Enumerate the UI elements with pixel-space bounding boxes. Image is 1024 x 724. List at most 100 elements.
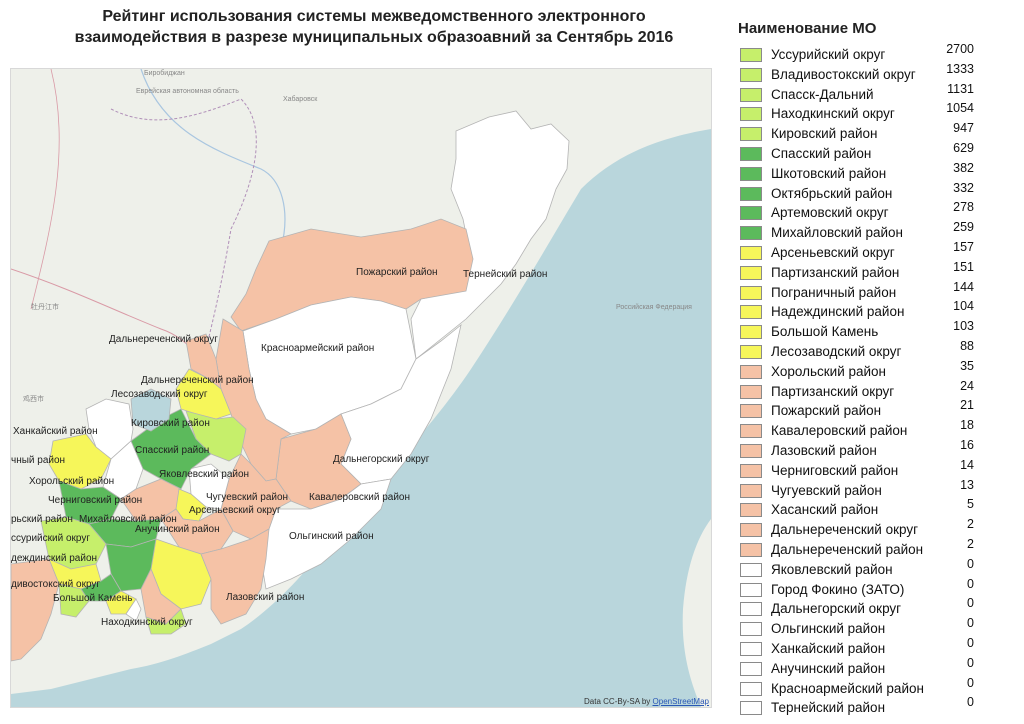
label-lazovsky: Лазовский район [226,592,304,603]
legend-item[interactable]: Ольгинский район 0 [738,616,1018,640]
legend-item[interactable]: Михайловский район 259 [738,220,1018,244]
map-svg[interactable]: Биробиджан Еврейская автономная область … [11,69,711,707]
legend-item-name: Октябрьский район [771,185,893,201]
background-river [140,69,286,250]
label-chuguevsky: Чугуевский район [206,492,288,503]
legend-item-value: 0 [967,635,974,650]
region-khasansky[interactable] [11,558,60,662]
legend-item[interactable]: Тернейский район 0 [738,695,1018,719]
legend-item[interactable]: Октябрьский район 332 [738,181,1018,205]
legend-item-name: Лазовский район [771,442,877,458]
region-pogranichny[interactable] [48,433,112,490]
legend-swatch [740,48,762,62]
legend-swatch [740,622,762,637]
region-nakhodkinsky[interactable] [145,608,187,635]
legend-item[interactable]: Пожарский район 21 [738,398,1018,422]
legend-item-value: 21 [960,398,974,413]
legend-item[interactable]: Чугуевский район 13 [738,478,1018,502]
legend-swatch [740,127,762,142]
region-lazovsky[interactable] [200,528,270,625]
region-fokino[interactable] [125,598,142,622]
legend-swatch [740,503,762,518]
legend-item[interactable]: Пограничный район 144 [738,280,1018,304]
legend-item-name: Пограничный район [771,284,897,300]
region-vladivostoksky[interactable] [58,583,90,618]
label-krasnoarmeysky: Красноармейский район [261,343,374,354]
label-arsenyevsky: Арсеньевский округ [189,505,281,516]
legend-item[interactable]: Дальнереченский округ 2 [738,517,1018,541]
label-mikhaylovsky: Михайловский район [79,514,177,525]
legend-item-name: Спасский район [771,145,872,161]
legend-item[interactable]: Находкинский округ 1054 [738,101,1018,125]
legend-item-name: Михайловский район [771,225,904,241]
legend-item[interactable]: Дальнегорский округ 0 [738,596,1018,620]
legend-item[interactable]: Спасский район 629 [738,141,1018,165]
legend-item[interactable]: Хорольский район 35 [738,359,1018,383]
legend-item-name: Хасанский район [771,502,879,518]
choropleth-map[interactable]: Биробиджан Еврейская автономная область … [10,68,712,708]
legend-item-name: Красноармейский район [771,680,924,696]
legend-item[interactable]: Лазовский район 16 [738,438,1018,462]
legend-item[interactable]: Дальнереченский район 2 [738,537,1018,561]
legend-swatch [740,384,762,399]
legend-item[interactable]: Артемовский округ 278 [738,200,1018,224]
legend-item-name: Артемовский округ [771,205,889,221]
legend-item-name: Дальнереченский округ [771,522,919,538]
legend-item[interactable]: Владивостокский округ 1333 [738,62,1018,86]
legend-item[interactable]: Партизанский район 151 [738,260,1018,284]
legend-item[interactable]: Яковлевский район 0 [738,557,1018,581]
legend-item[interactable]: Черниговский район 14 [738,458,1018,482]
legend-item[interactable]: Ханкайский район 0 [738,636,1018,660]
legend-swatch [740,285,762,300]
title-line-2: взаимодействия в разрезе муниципальных о… [74,29,674,46]
legend-swatch [740,661,762,676]
label-chernigovsky: Черниговский район [48,495,142,506]
bg-label-birobidzhan: Биробиджан [144,69,185,77]
label-pogranichny: чный район [11,455,65,466]
label-anuchinsky: Анучинский район [135,524,220,535]
legend-item[interactable]: Кавалеровский район 18 [738,418,1018,442]
legend-item-name: Дальнереченский район [771,541,924,557]
legend-item-name: Дальнегорский округ [771,601,902,617]
legend-item[interactable]: Хасанский район 5 [738,497,1018,521]
legend-item-value: 144 [953,279,974,294]
legend-item-name: Яковлевский район [771,561,893,577]
legend-item[interactable]: Арсеньевский округ 157 [738,240,1018,264]
label-pozharsky: Пожарский район [356,267,438,278]
bg-label-jixi: 鸡西市 [23,394,44,403]
openstreetmap-link[interactable]: OpenStreetMap [652,697,709,706]
legend-item[interactable]: Спасск-Дальний 1131 [738,82,1018,106]
label-lesozavodsky: Лесозаводский округ [111,389,208,400]
japan-landmass [682,519,711,707]
legend-swatch [740,245,762,260]
label-oktyabrsky: рьский район [11,514,73,525]
label-dalnerechensky-okrug: Дальнереченский округ [109,334,218,345]
legend-item-name: Партизанский округ [771,383,895,399]
legend-item-value: 151 [953,259,974,274]
legend-item-value: 14 [960,457,974,472]
legend-item[interactable]: Кировский район 947 [738,121,1018,145]
legend-item-name: Находкинский округ [771,106,895,122]
legend-item[interactable]: Уссурийский округ 2700 [738,42,1018,66]
legend-swatch [740,146,762,161]
legend-item-value: 278 [953,200,974,215]
legend-item[interactable]: Красноармейский район 0 [738,676,1018,700]
legend-item[interactable]: Надеждинский район 104 [738,299,1018,323]
legend-swatch [740,344,762,359]
legend-item-value: 0 [967,655,974,670]
bg-label-khabarovsk: Хабаровск [283,95,318,103]
legend-item[interactable]: Большой Камень 103 [738,319,1018,343]
legend-item[interactable]: Город Фокино (ЗАТО) 0 [738,577,1018,601]
label-spassky: Спасский район [135,445,209,456]
legend-item[interactable]: Партизанский округ 24 [738,379,1018,403]
legend-item[interactable]: Лесозаводский округ 88 [738,339,1018,363]
legend-item-name: Тернейский район [771,700,886,716]
legend-item-name: Хорольский район [771,363,887,379]
label-yakovlevsky: Яковлевский район [159,469,249,480]
label-olginsky: Ольгинский район [289,531,374,542]
legend-item[interactable]: Анучинский район 0 [738,656,1018,680]
legend-item-value: 947 [953,121,974,136]
legend-item[interactable]: Шкотовский район 382 [738,161,1018,185]
legend-item-value: 104 [953,299,974,314]
legend-item-name: Ольгинский район [771,621,886,637]
